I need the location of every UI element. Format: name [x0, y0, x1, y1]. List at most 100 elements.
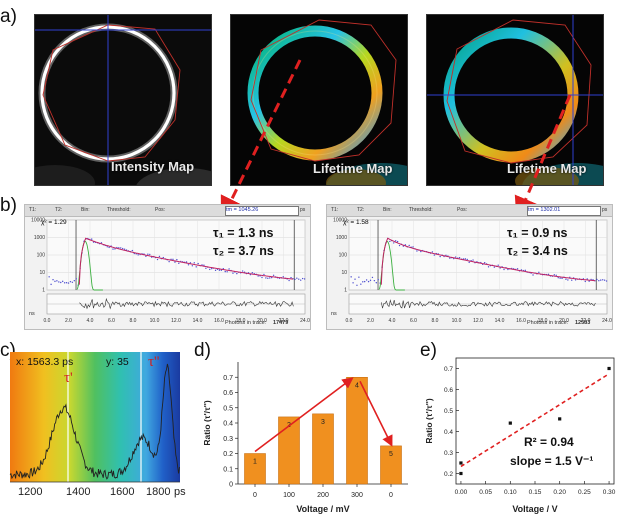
decay-data-point: [433, 254, 436, 256]
hist-tick-1600: 1600: [110, 486, 135, 498]
scatter-point: [508, 421, 512, 425]
bar-category-label: 0: [253, 492, 257, 499]
decay-ytick-label: 1000: [336, 235, 347, 241]
decay-data-point: [567, 279, 569, 281]
photons-count-left: 17479: [273, 320, 289, 326]
lifetime-map-2-graphic: [427, 15, 603, 185]
decay-data-point: [263, 273, 265, 276]
decay-data-point: [350, 276, 352, 278]
decay-data-point: [120, 247, 122, 249]
decay-data-point: [532, 274, 534, 276]
decay-data-point: [520, 269, 523, 271]
decay-data-point: [69, 280, 72, 283]
decay-data-point: [205, 267, 207, 269]
toolbar-t2: T2:: [55, 207, 63, 213]
decay-xtick-label: 20.0: [559, 318, 569, 324]
decay-data-point: [557, 277, 559, 279]
decay-data-point: [54, 280, 56, 283]
decay-data-point: [214, 269, 217, 272]
scatter-xtick-label: 0.10: [504, 489, 517, 496]
decay-data-point: [265, 277, 267, 279]
ns-label-left: ns: [29, 311, 35, 317]
decay-data-point: [464, 258, 467, 260]
bar-ytick-label: 0.4: [223, 421, 233, 428]
decay-data-point: [149, 253, 151, 256]
tau2-right: τ₂ = 3.4 ns: [507, 244, 568, 258]
decay-data-point: [67, 282, 70, 284]
panel-label-a: a): [0, 6, 17, 27]
decay-data-point: [58, 281, 60, 283]
decay-data-point: [145, 255, 147, 258]
decay-data-point: [60, 281, 62, 284]
tau1-left: τ₁ = 1.3 ns: [213, 226, 274, 240]
decay-data-point: [162, 256, 165, 259]
decay-data-point: [108, 246, 110, 249]
decay-window-right: T1: T2: Bin: Threshold: Pos: tm = 1302.0…: [326, 204, 613, 330]
decay-fit-curve: [78, 237, 294, 285]
decay-ytick-label: 1000: [34, 235, 45, 241]
scatter-xtick-label: 0.20: [553, 489, 566, 496]
hist-unit-ps: ps: [174, 486, 186, 498]
decay-data-point: [203, 264, 205, 266]
bar-number-label: 1: [253, 459, 257, 466]
scatter-x-axis-title: Voltage / V: [512, 504, 557, 514]
decay-data-point: [354, 278, 356, 280]
bar-category-label: 300: [351, 492, 363, 499]
decay-data-point: [565, 278, 567, 280]
decay-data-point: [416, 250, 418, 252]
decay-data-point: [538, 271, 540, 274]
decay-data-point: [288, 279, 290, 282]
scatter-ytick-label: 0.3: [444, 450, 453, 457]
intensity-map-image: Intensity Map: [34, 14, 212, 186]
decay-data-point: [408, 244, 410, 247]
decay-data-point: [168, 260, 170, 263]
decay-data-point: [588, 280, 590, 282]
decay-xtick-label: 6.0: [410, 318, 417, 324]
decay-data-point: [402, 245, 405, 247]
decay-data-point: [191, 265, 194, 267]
decay-data-point: [131, 249, 134, 252]
decay-data-point: [270, 276, 273, 279]
decay-data-point: [600, 279, 602, 281]
decay-data-point: [499, 267, 501, 269]
decay-data-point: [603, 279, 606, 281]
decay-data-point: [226, 271, 228, 273]
decay-data-point: [298, 278, 300, 280]
decay-data-point: [584, 280, 586, 283]
decay-toolbar-left: T1: T2: Bin: Threshold: Pos: tm = 1045.2…: [25, 205, 310, 217]
toolbar-threshold-right: Threshold:: [409, 207, 433, 213]
decay-ytick-label: 1: [42, 288, 45, 294]
decay-data-point: [466, 258, 468, 261]
decay-xtick-label: 22.0: [581, 318, 591, 324]
toolbar-threshold: Threshold:: [107, 207, 131, 213]
decay-data-point: [195, 266, 197, 268]
decay-data-point: [363, 280, 366, 283]
scatter-ytick-label: 0.5: [444, 408, 453, 415]
decay-data-point: [261, 276, 263, 279]
decay-xtick-label: 2.0: [65, 318, 72, 324]
decay-data-point: [449, 257, 451, 259]
tm-value-box-right: tm = 1302.01: [527, 206, 601, 216]
decay-data-point: [224, 270, 226, 273]
lifetime-histogram-trace: [9, 363, 180, 480]
decay-data-point: [458, 256, 461, 259]
decay-data-point: [497, 264, 499, 266]
scatter-ytick-label: 0.4: [444, 429, 453, 436]
decay-ytick-label: 100: [339, 253, 348, 259]
decay-data-point: [56, 280, 58, 282]
lifetime-map-1-image: Lifetime Map: [230, 14, 408, 186]
decay-data-point: [412, 246, 414, 248]
scatter-ytick-label: 0.7: [444, 366, 453, 373]
lifetime-map-1-label: Lifetime Map: [313, 161, 393, 176]
decay-data-point: [174, 261, 176, 263]
bar-trend-arrow-down: [359, 380, 393, 447]
decay-data-point: [377, 279, 379, 281]
panel-label-b: b): [0, 195, 17, 216]
decay-data-point: [516, 268, 519, 270]
decay-data-point: [389, 240, 391, 243]
decay-data-point: [73, 280, 76, 282]
decay-data-point: [52, 279, 54, 281]
bar-category-label: 0: [389, 492, 393, 499]
decay-data-point: [472, 259, 474, 261]
ns-label-right: ns: [331, 311, 337, 317]
